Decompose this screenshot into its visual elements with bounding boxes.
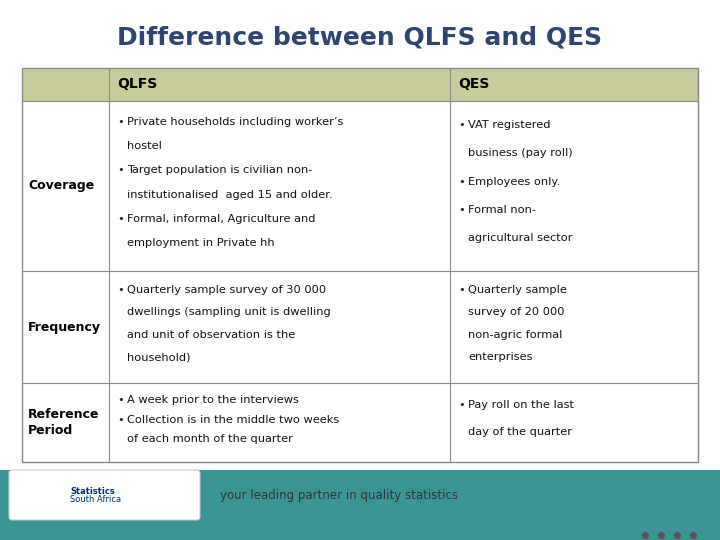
Text: of each month of the quarter: of each month of the quarter [127,434,293,444]
Text: A week prior to the interviews: A week prior to the interviews [127,395,299,405]
Text: day of the quarter: day of the quarter [468,427,572,437]
Bar [0,520,720,540]
Text: Reference
Period: Reference Period [28,408,99,436]
Text: Frequency: Frequency [28,321,101,334]
Text: Employees only.: Employees only. [468,177,560,187]
Text: household): household) [127,352,191,362]
Text: agricultural sector: agricultural sector [468,233,572,244]
Text: •: • [117,395,124,405]
Text: business (pay roll): business (pay roll) [468,148,572,158]
Text: QLFS: QLFS [117,78,157,91]
Text: VAT registered: VAT registered [468,120,551,130]
Text: enterprises: enterprises [468,352,533,362]
Text: your leading partner in quality statistics: your leading partner in quality statisti… [220,489,458,502]
Text: •: • [117,117,124,127]
Text: •: • [117,415,124,424]
Text: Private households including worker’s: Private households including worker’s [127,117,343,127]
Text: Formal, informal, Agriculture and: Formal, informal, Agriculture and [127,214,315,224]
Text: Coverage: Coverage [28,179,94,192]
Text: •: • [117,285,124,295]
Text: Formal non-: Formal non- [468,205,536,215]
Text: survey of 20 000: survey of 20 000 [468,307,564,318]
Text: Collection is in the middle two weeks: Collection is in the middle two weeks [127,415,339,424]
Bar [22,68,698,101]
Text: South Africa: South Africa [70,496,121,504]
Bar [22,68,698,462]
Text: •: • [117,214,124,224]
Text: hostel: hostel [127,141,162,151]
Text: Quarterly sample: Quarterly sample [468,285,567,295]
Text: Target population is civilian non-: Target population is civilian non- [127,165,312,175]
Text: •: • [117,165,124,175]
Text: •: • [458,205,464,215]
Text: institutionalised  aged 15 and older.: institutionalised aged 15 and older. [127,190,333,199]
Text: •: • [458,120,464,130]
Text: Difference between QLFS and QES: Difference between QLFS and QES [117,26,603,50]
Text: dwellings (sampling unit is dwelling: dwellings (sampling unit is dwelling [127,307,330,318]
Text: Pay roll on the last: Pay roll on the last [468,400,574,410]
Text: Quarterly sample survey of 30 000: Quarterly sample survey of 30 000 [127,285,326,295]
Text: •: • [458,400,464,410]
Text: non-agric formal: non-agric formal [468,330,562,340]
Text: QES: QES [458,78,490,91]
Bar [0,470,720,520]
Text: and unit of observation is the: and unit of observation is the [127,330,295,340]
Text: employment in Private hh: employment in Private hh [127,238,274,248]
Text: Statistics: Statistics [70,487,114,496]
FancyBboxPatch shape [9,470,200,520]
Text: •: • [458,285,464,295]
Text: •: • [458,177,464,187]
